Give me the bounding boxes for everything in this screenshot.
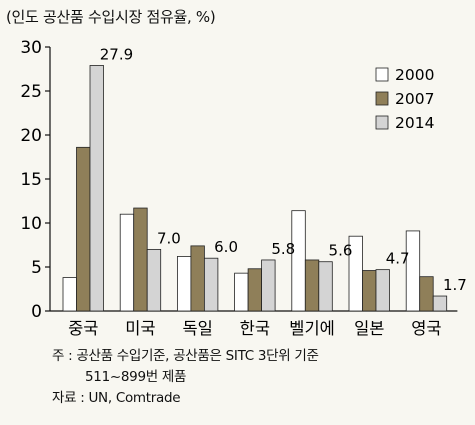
chart-legend: 2000 2007 2014	[375, 66, 434, 132]
bar-2007	[190, 245, 205, 312]
bar-2007	[133, 207, 148, 312]
x-tick-label: 벨기에	[289, 319, 335, 338]
y-tick-label: 15	[20, 170, 42, 190]
data-label: 1.7	[443, 276, 467, 294]
data-label: 6.0	[214, 238, 238, 256]
chart-axes: 0 5 10 15 20 25 30	[20, 38, 458, 322]
y-tick-label: 5	[31, 258, 42, 278]
data-label: 5.8	[271, 240, 295, 258]
bar-2007	[304, 259, 320, 312]
bar-chart: 0 5 10 15 20 25 30 중국 27.9 미국 7.0 독일 6.0 한국 5.8 벨기에 5.6…	[20, 38, 467, 338]
y-tick-label: 10	[20, 214, 42, 234]
y-tick-label: 30	[20, 38, 42, 58]
y-tick-label: 25	[20, 82, 42, 102]
x-tick-label: 영국	[411, 319, 441, 338]
chart-notes: 주 : 공산품 수입기준, 공산품은 SITC 3단위 기준 511~899번 …	[52, 346, 319, 409]
y-tick-label: 20	[20, 126, 42, 146]
data-label: 4.7	[386, 250, 410, 268]
bar-2007	[247, 268, 263, 312]
bar-2014	[89, 65, 104, 312]
source-line: 자료 : UN, Comtrade	[52, 390, 181, 406]
legend-label: 2000	[395, 66, 434, 84]
chart-labels: 중국 27.9 미국 7.0 독일 6.0 한국 5.8 벨기에 5.6 일본 4.7 영국 1.7	[68, 45, 467, 338]
bar-2007	[362, 270, 377, 312]
x-tick-label: 중국	[68, 319, 98, 338]
chart-bars	[62, 65, 448, 312]
bar-2000	[119, 213, 135, 312]
legend-swatch	[375, 91, 389, 106]
bar-2000	[234, 272, 249, 312]
data-label: 5.6	[329, 242, 353, 260]
bar-2014	[375, 269, 390, 312]
bar-2007	[419, 276, 434, 312]
bar-2007	[76, 146, 91, 312]
bar-2014	[318, 261, 333, 312]
bar-2000	[405, 230, 421, 312]
bar-2000	[176, 256, 192, 312]
bar-2014	[146, 248, 162, 312]
data-label: 27.9	[100, 45, 133, 63]
bar-2014	[432, 295, 448, 312]
note-line: 511~899번 제품	[85, 369, 187, 385]
x-tick-label: 미국	[125, 319, 155, 338]
data-label: 7.0	[157, 229, 181, 247]
chart-title: (인도 공산품 수입시장 점유율, %)	[6, 8, 216, 26]
x-tick-label: 한국	[240, 319, 270, 338]
legend-label: 2014	[395, 114, 434, 132]
bar-2014	[261, 259, 276, 312]
x-tick-label: 독일	[182, 319, 212, 338]
legend-swatch	[375, 67, 389, 82]
x-tick-label: 일본	[354, 319, 384, 338]
legend-label: 2007	[395, 90, 434, 108]
bar-2000	[62, 277, 77, 312]
y-tick-label: 0	[31, 302, 42, 322]
bar-2014	[203, 257, 219, 312]
legend-swatch	[375, 115, 389, 130]
bar-2000	[291, 210, 306, 312]
note-line: 주 : 공산품 수입기준, 공산품은 SITC 3단위 기준	[52, 348, 319, 364]
